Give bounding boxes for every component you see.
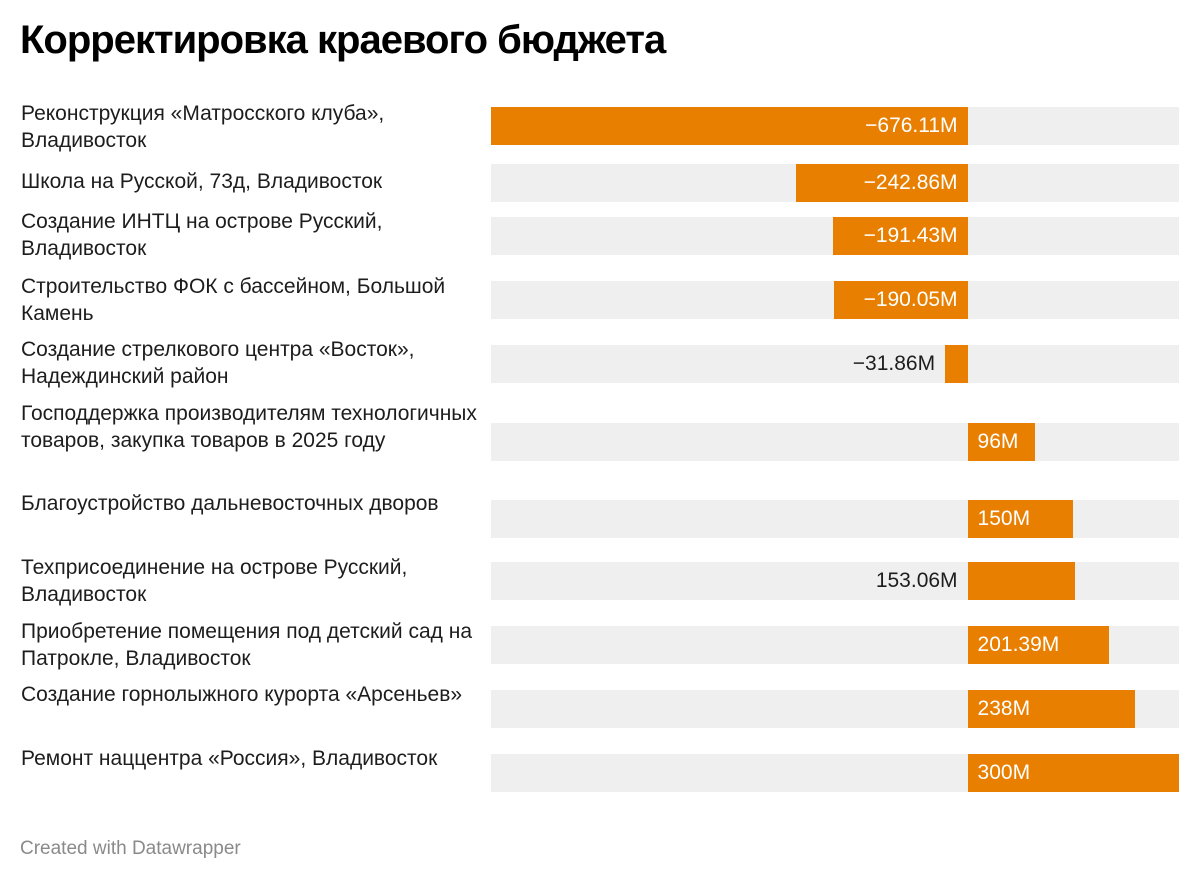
bar-track: −191.43M bbox=[491, 217, 1179, 255]
bar-track: 238M bbox=[491, 690, 1179, 728]
bar-track: 153.06M bbox=[491, 562, 1179, 600]
category-label: Создание ИНТЦ на острове Русский, Владив… bbox=[21, 210, 383, 260]
value-label: −191.43M bbox=[863, 224, 958, 247]
category-label: Реконструкция «Матросского клуба», Влади… bbox=[21, 102, 385, 152]
bar[interactable] bbox=[967, 562, 1076, 600]
bar[interactable] bbox=[832, 217, 968, 255]
value-label: 153.06M bbox=[875, 569, 958, 592]
category-label: Приобретение помещения под детский сад н… bbox=[21, 620, 473, 670]
bar[interactable] bbox=[967, 690, 1136, 728]
bar[interactable] bbox=[967, 754, 1179, 792]
category-label: Строительство ФОК с бассейном, Большой К… bbox=[21, 275, 446, 325]
bar-track: 201.39M bbox=[491, 626, 1179, 664]
bar[interactable] bbox=[945, 345, 968, 383]
bar[interactable] bbox=[967, 423, 1036, 461]
value-label: −676.11M bbox=[865, 114, 958, 137]
bar-track: −31.86M bbox=[491, 345, 1179, 383]
value-label: −242.86M bbox=[863, 171, 958, 194]
category-label: Школа на Русской, 73д, Владивосток bbox=[21, 170, 383, 193]
value-label: −190.05M bbox=[863, 288, 958, 311]
bar[interactable] bbox=[796, 164, 968, 202]
bar[interactable] bbox=[967, 626, 1110, 664]
category-label: Техприсоединение на острове Русский, Вла… bbox=[21, 556, 408, 606]
value-label: 150M bbox=[977, 507, 1031, 530]
value-label: 238M bbox=[977, 697, 1031, 720]
bar[interactable] bbox=[833, 281, 968, 319]
value-label: 96M bbox=[977, 430, 1019, 453]
category-label: Создание стрелкового центра «Восток», На… bbox=[21, 338, 415, 388]
chart-title: Корректировка краевого бюджета bbox=[20, 18, 666, 62]
bar-track: −676.11M bbox=[491, 107, 1179, 145]
category-label: Господдержка производителям технологичны… bbox=[21, 402, 477, 452]
value-label: −31.86M bbox=[852, 352, 936, 375]
footer-credit[interactable]: Created with Datawrapper bbox=[20, 838, 241, 859]
bar[interactable] bbox=[967, 500, 1074, 538]
bar-track: −242.86M bbox=[491, 164, 1179, 202]
category-label: Ремонт наццентра «Россия», Владивосток bbox=[21, 747, 438, 770]
bar-track: 150M bbox=[491, 500, 1179, 538]
bar[interactable] bbox=[491, 107, 968, 145]
bar-track: −190.05M bbox=[491, 281, 1179, 319]
value-label: 300M bbox=[977, 761, 1031, 784]
category-label: Благоустройство дальневосточных дворов bbox=[21, 492, 439, 515]
value-label: 201.39M bbox=[977, 633, 1060, 656]
bar-track: 300M bbox=[491, 754, 1179, 792]
bar-track: 96M bbox=[491, 423, 1179, 461]
category-label: Создание горнолыжного курорта «Арсеньев» bbox=[21, 683, 463, 706]
